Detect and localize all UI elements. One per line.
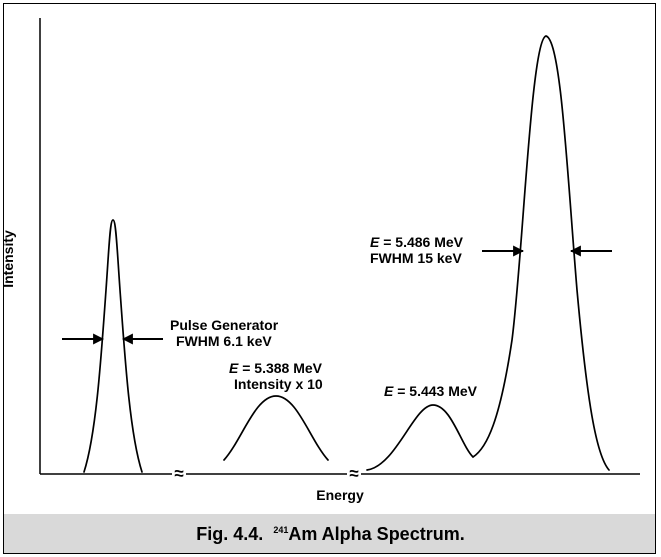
peak-pulse-generator (83, 219, 143, 473)
axis-break-2: ≈ (349, 464, 358, 483)
peak-5-443-and-5-486 (366, 35, 610, 471)
caption-isotope-mass: 241 (273, 525, 289, 535)
figure-caption: Fig. 4.4. 241Am Alpha Spectrum. (0, 524, 661, 545)
x-axis-title: Energy (316, 487, 364, 503)
label-5-388-energy: E = 5.388 MeV (229, 360, 323, 376)
y-axis-title: Intensity (0, 230, 16, 288)
label-5-486-fwhm: FWHM 15 keV (370, 250, 462, 266)
label-pulse-generator: Pulse Generator (170, 317, 279, 333)
label-pulse-generator-fwhm: FWHM 6.1 keV (176, 333, 272, 349)
label-5-388-intensity: Intensity x 10 (234, 376, 323, 392)
figure-frame (3, 3, 656, 554)
caption-prefix: Fig. 4.4. (196, 524, 264, 544)
caption-band (4, 514, 655, 553)
axis-break-1: ≈ (174, 464, 183, 483)
label-5-486-energy: E = 5.486 MeV (370, 234, 464, 250)
peak-5-388 (223, 395, 329, 461)
label-5-443-energy: E = 5.443 MeV (384, 383, 478, 399)
caption-text: Am Alpha Spectrum. (288, 524, 465, 544)
